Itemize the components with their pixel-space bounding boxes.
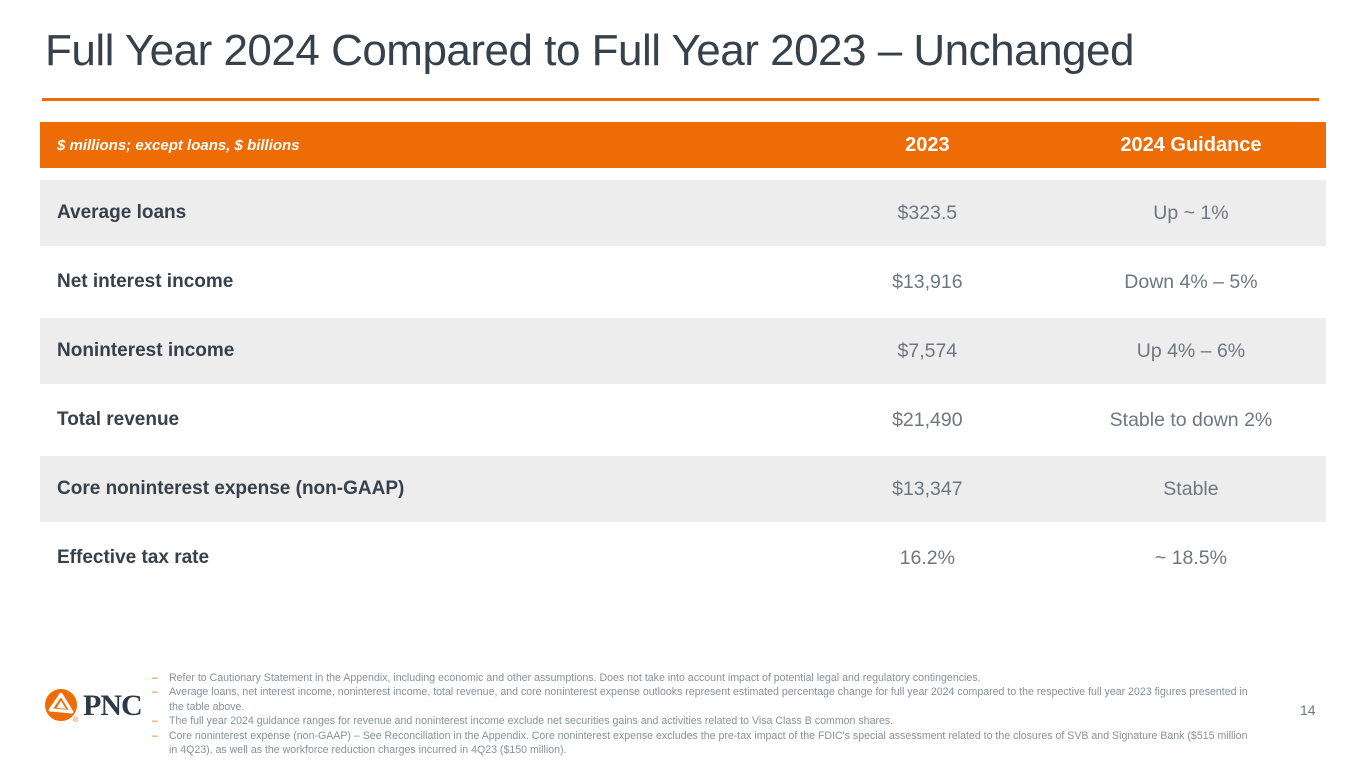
table-row: Effective tax rate 16.2% ~ 18.5% (40, 525, 1326, 591)
pnc-logo-text: PNC (83, 689, 143, 722)
pnc-logo: ® PNC (44, 688, 143, 724)
footnote-item: – Core noninterest expense (non-GAAP) – S… (152, 729, 1252, 758)
row-value-guidance: Up 4% – 6% (1136, 339, 1246, 362)
table-body: Average loans $323.5 Up ~ 1% Net interest i… (40, 180, 1326, 591)
footnote-item: – The full year 2024 guidance ranges for … (152, 714, 1252, 728)
row-value-guidance: Down 4% – 5% (1124, 270, 1258, 293)
row-label: Effective tax rate (57, 547, 210, 568)
footnote-dash: – (152, 715, 158, 728)
row-label: Noninterest income (57, 340, 235, 361)
table-row: Total revenue $21,490 Stable to down 2% (40, 387, 1326, 453)
column-header-2024-guidance: 2024 Guidance (1120, 133, 1262, 156)
row-value-guidance: Up ~ 1% (1153, 201, 1229, 224)
title-divider (42, 98, 1319, 101)
footnote-text: The full year 2024 guidance ranges for r… (169, 715, 894, 728)
table-row: Average loans $323.5 Up ~ 1% (40, 180, 1326, 246)
table-unit-note: $ millions; except loans, $ billions (57, 136, 300, 154)
footnote-item: – Average loans, net interest income, non… (152, 685, 1252, 714)
row-label: Core noninterest expense (non-GAAP) (57, 478, 405, 499)
row-value-2023: 16.2% (899, 546, 955, 569)
row-label: Net interest income (57, 271, 234, 292)
row-value-guidance: Stable to down 2% (1109, 408, 1273, 431)
footnote-dash: – (152, 672, 158, 684)
footnote-dash: – (152, 686, 158, 699)
row-value-guidance: Stable (1163, 477, 1219, 500)
table-row: Net interest income $13,916 Down 4% – 5% (40, 249, 1326, 315)
table-header-row: $ millions; except loans, $ billions 202… (40, 122, 1326, 168)
guidance-table: $ millions; except loans, $ billions 202… (40, 122, 1326, 594)
table-row: Noninterest income $7,574 Up 4% – 6% (40, 318, 1326, 384)
row-label: Average loans (57, 202, 187, 223)
row-value-guidance: ~ 18.5% (1154, 546, 1227, 569)
row-value-2023: $13,916 (892, 270, 963, 293)
row-value-2023: $7,574 (897, 339, 958, 362)
column-header-2023: 2023 (905, 133, 950, 156)
footnote-text: Core noninterest expense (non-GAAP) – Se… (169, 729, 1248, 757)
pnc-logo-icon: ® (44, 688, 79, 724)
footnote-dash: – (152, 729, 158, 742)
row-value-2023: $323.5 (897, 201, 958, 224)
registered-trademark: ® (73, 717, 79, 724)
row-value-2023: $21,490 (892, 408, 963, 431)
footnote-text: Refer to Cautionary Statement in the App… (169, 672, 981, 684)
row-value-2023: $13,347 (892, 477, 963, 500)
footnote-item: – Refer to Cautionary Statement in the Ap… (152, 671, 1252, 685)
page-number: 14 (1300, 702, 1316, 718)
footnotes: – Refer to Cautionary Statement in the Ap… (152, 671, 1252, 757)
row-label: Total revenue (57, 409, 180, 430)
page-title: Full Year 2024 Compared to Full Year 202… (45, 26, 1134, 75)
footnote-text: Average loans, net interest income, noni… (169, 686, 1248, 713)
table-row: Core noninterest expense (non-GAAP) $13,3… (40, 456, 1326, 522)
